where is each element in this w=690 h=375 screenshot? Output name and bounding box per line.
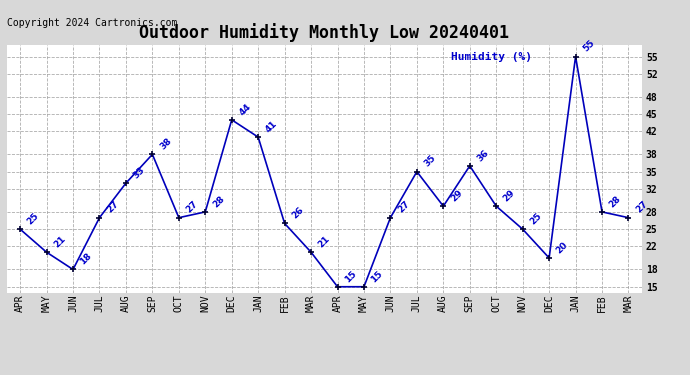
Text: 38: 38: [158, 136, 173, 152]
Text: 25: 25: [529, 211, 544, 226]
Text: 15: 15: [370, 269, 385, 284]
Text: Copyright 2024 Cartronics.com: Copyright 2024 Cartronics.com: [7, 18, 177, 28]
Text: 20: 20: [555, 240, 570, 255]
Title: Outdoor Humidity Monthly Low 20240401: Outdoor Humidity Monthly Low 20240401: [139, 23, 509, 42]
Text: 36: 36: [475, 148, 491, 163]
Text: 28: 28: [211, 194, 226, 209]
Text: 21: 21: [317, 234, 332, 249]
Text: 15: 15: [343, 269, 358, 284]
Text: 27: 27: [105, 200, 120, 215]
Text: 21: 21: [52, 234, 68, 249]
Text: 27: 27: [184, 200, 199, 215]
Text: 29: 29: [502, 188, 517, 203]
Text: 28: 28: [608, 194, 623, 209]
Text: 18: 18: [79, 252, 94, 267]
Text: 33: 33: [132, 165, 147, 180]
Text: 27: 27: [396, 200, 411, 215]
Text: 29: 29: [449, 188, 464, 203]
Text: 35: 35: [422, 154, 437, 169]
Text: 27: 27: [634, 200, 649, 215]
Text: Humidity (%): Humidity (%): [451, 53, 539, 63]
Text: 41: 41: [264, 119, 279, 134]
Text: 26: 26: [290, 206, 306, 220]
Text: 44: 44: [237, 102, 253, 117]
Text: 55: 55: [581, 39, 596, 54]
Text: 25: 25: [26, 211, 41, 226]
